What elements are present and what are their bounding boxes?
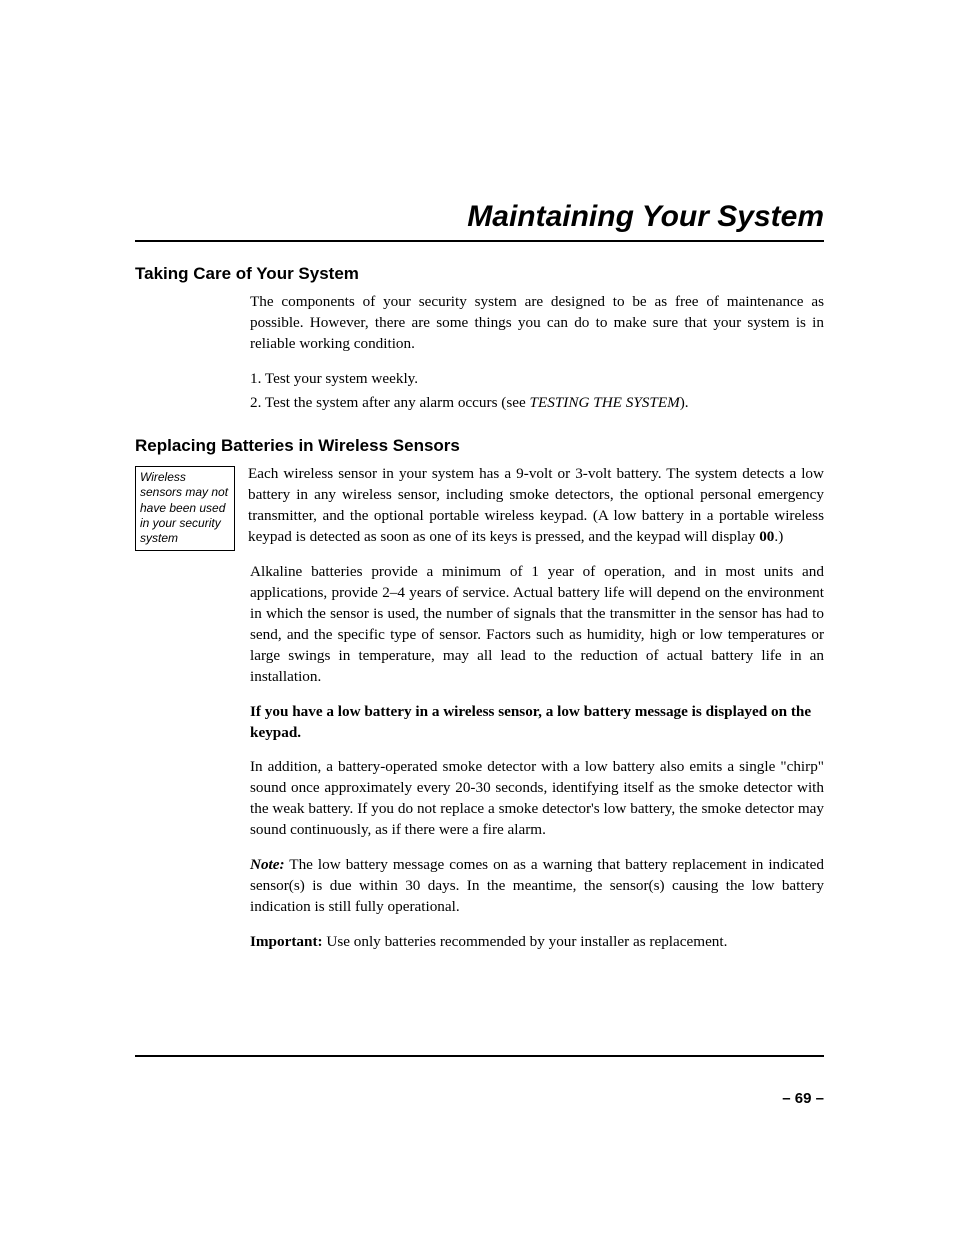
section1-heading: Taking Care of Your System [135, 264, 824, 284]
p1-a: Each wireless sensor in your system has … [248, 465, 824, 545]
li2-c: ). [680, 394, 689, 411]
section1-body: The components of your security system a… [250, 292, 824, 414]
section2-p6: Important: Use only batteries recommende… [250, 932, 824, 953]
section2-p3: If you have a low battery in a wireless … [250, 702, 824, 744]
p1-c: .) [774, 528, 783, 545]
section2-p4: In addition, a battery-operated smoke de… [250, 757, 824, 841]
sidenote-box: Wireless sensors may not have been used … [135, 466, 235, 551]
section2-p5: Note: The low battery message comes on a… [250, 855, 824, 918]
section2-row: Wireless sensors may not have been used … [135, 464, 824, 562]
section1-li1: 1. Test your system weekly. [250, 369, 824, 390]
p5-text: The low battery message comes on as a wa… [250, 856, 824, 915]
p1-b: 00 [759, 528, 774, 545]
p5-label: Note: [250, 856, 285, 873]
section1-p1: The components of your security system a… [250, 292, 824, 355]
bottom-rule [135, 1055, 824, 1057]
p6-label: Important: [250, 933, 323, 950]
p6-text: Use only batteries recommended by your i… [323, 933, 728, 950]
section2-heading: Replacing Batteries in Wireless Sensors [135, 436, 824, 456]
li2-a: 2. Test the system after any alarm occur… [250, 394, 530, 411]
section2-body-cont: Alkaline batteries provide a minimum of … [250, 562, 824, 954]
page: Maintaining Your System Taking Care of Y… [0, 0, 954, 1235]
section2-body: Each wireless sensor in your system has … [248, 464, 824, 562]
section2-p1: Each wireless sensor in your system has … [248, 464, 824, 548]
title-rule [135, 240, 824, 242]
page-number: – 69 – [782, 1090, 824, 1107]
li2-b: TESTING THE SYSTEM [530, 394, 680, 411]
section2-p2: Alkaline batteries provide a minimum of … [250, 562, 824, 688]
main-title: Maintaining Your System [135, 200, 824, 234]
section1-li2: 2. Test the system after any alarm occur… [250, 393, 824, 414]
